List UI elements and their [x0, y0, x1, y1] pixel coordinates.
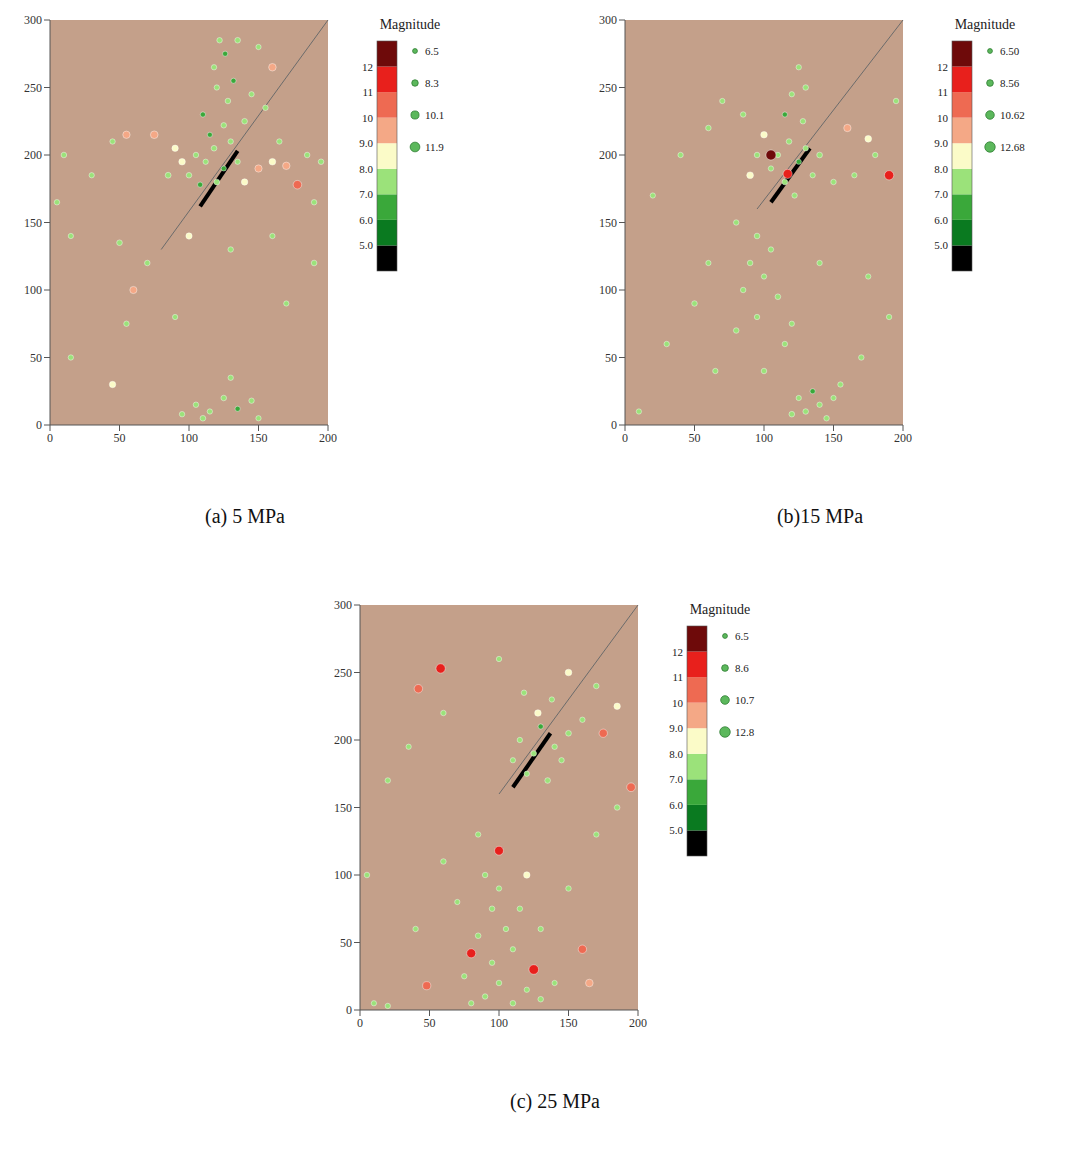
svg-text:50: 50: [689, 431, 701, 445]
svg-text:7.0: 7.0: [934, 188, 948, 200]
svg-text:10.7: 10.7: [735, 694, 755, 706]
svg-text:12.8: 12.8: [735, 726, 755, 738]
svg-text:250: 250: [334, 666, 352, 680]
svg-text:8.0: 8.0: [934, 163, 948, 175]
svg-text:0: 0: [36, 418, 42, 432]
svg-text:7.0: 7.0: [359, 188, 373, 200]
svg-text:250: 250: [24, 81, 42, 95]
svg-text:150: 150: [599, 216, 617, 230]
svg-text:12: 12: [672, 646, 683, 658]
svg-text:50: 50: [605, 351, 617, 365]
svg-text:11.9: 11.9: [425, 141, 444, 153]
svg-text:100: 100: [334, 868, 352, 882]
svg-text:100: 100: [599, 283, 617, 297]
svg-text:6.0: 6.0: [934, 214, 948, 226]
svg-text:10.62: 10.62: [1000, 109, 1025, 121]
svg-text:200: 200: [24, 148, 42, 162]
svg-text:5.0: 5.0: [359, 239, 373, 251]
svg-text:Magnitude: Magnitude: [955, 17, 1016, 32]
svg-text:200: 200: [894, 431, 912, 445]
svg-text:0: 0: [47, 431, 53, 445]
svg-text:11: 11: [672, 671, 683, 683]
svg-text:10: 10: [362, 112, 374, 124]
svg-text:Magnitude: Magnitude: [380, 17, 441, 32]
svg-text:150: 150: [560, 1016, 578, 1030]
svg-text:150: 150: [250, 431, 268, 445]
svg-text:200: 200: [629, 1016, 647, 1030]
svg-text:12.68: 12.68: [1000, 141, 1025, 153]
svg-text:6.5: 6.5: [735, 630, 749, 642]
svg-text:8.56: 8.56: [1000, 77, 1020, 89]
svg-text:6.50: 6.50: [1000, 45, 1020, 57]
svg-text:Magnitude: Magnitude: [690, 602, 751, 617]
svg-text:0: 0: [346, 1003, 352, 1017]
svg-text:100: 100: [490, 1016, 508, 1030]
svg-text:8.0: 8.0: [359, 163, 373, 175]
svg-text:300: 300: [24, 13, 42, 27]
svg-text:9.0: 9.0: [359, 137, 373, 149]
svg-text:100: 100: [755, 431, 773, 445]
svg-text:100: 100: [24, 283, 42, 297]
svg-text:150: 150: [825, 431, 843, 445]
html-text:(a) 5 MPa: (a) 5 MPa: [205, 505, 285, 527]
svg-text:200: 200: [599, 148, 617, 162]
svg-text:8.0: 8.0: [669, 748, 683, 760]
svg-text:8.3: 8.3: [425, 77, 439, 89]
svg-text:10.1: 10.1: [425, 109, 444, 121]
html-text:(c) 25 MPa: (c) 25 MPa: [510, 1090, 600, 1112]
svg-text:5.0: 5.0: [934, 239, 948, 251]
svg-text:8.6: 8.6: [735, 662, 749, 674]
svg-text:300: 300: [334, 598, 352, 612]
svg-text:5.0: 5.0: [669, 824, 683, 836]
svg-text:150: 150: [334, 801, 352, 815]
svg-text:10: 10: [672, 697, 684, 709]
svg-text:10: 10: [937, 112, 949, 124]
svg-text:6.0: 6.0: [359, 214, 373, 226]
svg-text:50: 50: [340, 936, 352, 950]
svg-text:0: 0: [357, 1016, 363, 1030]
svg-text:250: 250: [599, 81, 617, 95]
svg-text:6.0: 6.0: [669, 799, 683, 811]
svg-text:9.0: 9.0: [934, 137, 948, 149]
svg-text:12: 12: [937, 61, 948, 73]
svg-text:50: 50: [114, 431, 126, 445]
svg-text:50: 50: [424, 1016, 436, 1030]
svg-text:200: 200: [319, 431, 337, 445]
svg-text:200: 200: [334, 733, 352, 747]
svg-text:9.0: 9.0: [669, 722, 683, 734]
svg-text:11: 11: [937, 86, 948, 98]
svg-text:0: 0: [622, 431, 628, 445]
svg-text:150: 150: [24, 216, 42, 230]
svg-text:100: 100: [180, 431, 198, 445]
svg-text:0: 0: [611, 418, 617, 432]
svg-text:11: 11: [362, 86, 373, 98]
html-text:(b)15 MPa: (b)15 MPa: [776, 505, 863, 527]
svg-text:7.0: 7.0: [669, 773, 683, 785]
svg-text:300: 300: [599, 13, 617, 27]
svg-text:6.5: 6.5: [425, 45, 439, 57]
svg-text:12: 12: [362, 61, 373, 73]
svg-text:50: 50: [30, 351, 42, 365]
